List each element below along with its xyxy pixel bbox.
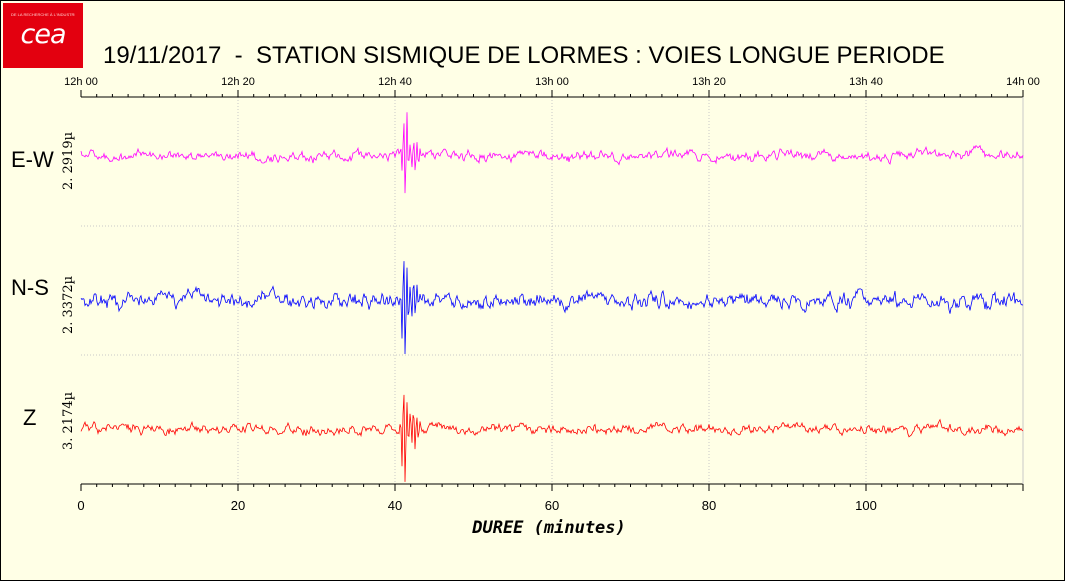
top-axis-tick-label: 12h 40: [378, 76, 412, 88]
top-axis-tick-label: 13h 40: [849, 76, 883, 88]
top-axis-tick-label: 12h 20: [221, 76, 255, 88]
logo-text: cea: [20, 19, 66, 50]
trace-ew: [80, 112, 1024, 194]
chart-title: 19/11/2017 - STATION SISMIQUE DE LORMES …: [103, 42, 945, 69]
bottom-axis-tick-label: 0: [77, 498, 84, 513]
cea-logo: DE LA RECHERCHE À L'INDUSTRIE cea: [3, 3, 83, 68]
trace-ns: [80, 261, 1024, 355]
bottom-axis-tick-label: 100: [855, 498, 877, 513]
bottom-axis-tick-label: 80: [702, 498, 716, 513]
x-axis-label: DUREE (minutes): [471, 518, 626, 538]
scale-label: 2. 2919µ: [61, 132, 76, 190]
grid: [81, 97, 1023, 484]
logo-tagline: DE LA RECHERCHE À L'INDUSTRIE: [11, 12, 75, 17]
top-axis-tick-label: 14h 00: [1006, 76, 1040, 88]
top-axis-tick-label: 13h 00: [535, 76, 569, 88]
channel-label: N-S: [11, 275, 49, 300]
channel-label: E-W: [11, 147, 54, 172]
top-axis-tick-label: 12h 00: [64, 76, 98, 88]
bottom-axis-tick-label: 60: [545, 498, 559, 513]
top-axis-tick-label: 13h 20: [692, 76, 726, 88]
scale-label: 2. 3372µ: [61, 276, 76, 334]
trace-z: [80, 394, 1024, 482]
bottom-axis-tick-label: 40: [388, 498, 402, 513]
channel-label: Z: [23, 405, 36, 430]
scale-label: 3. 2174µ: [61, 392, 76, 450]
bottom-axis-tick-label: 20: [231, 498, 245, 513]
traces: [80, 112, 1024, 482]
axes: [80, 90, 1024, 491]
labels: 12h 00 12h 20 12h 40 13h 00 13h 20 13h 40 14h …: [11, 76, 1040, 538]
